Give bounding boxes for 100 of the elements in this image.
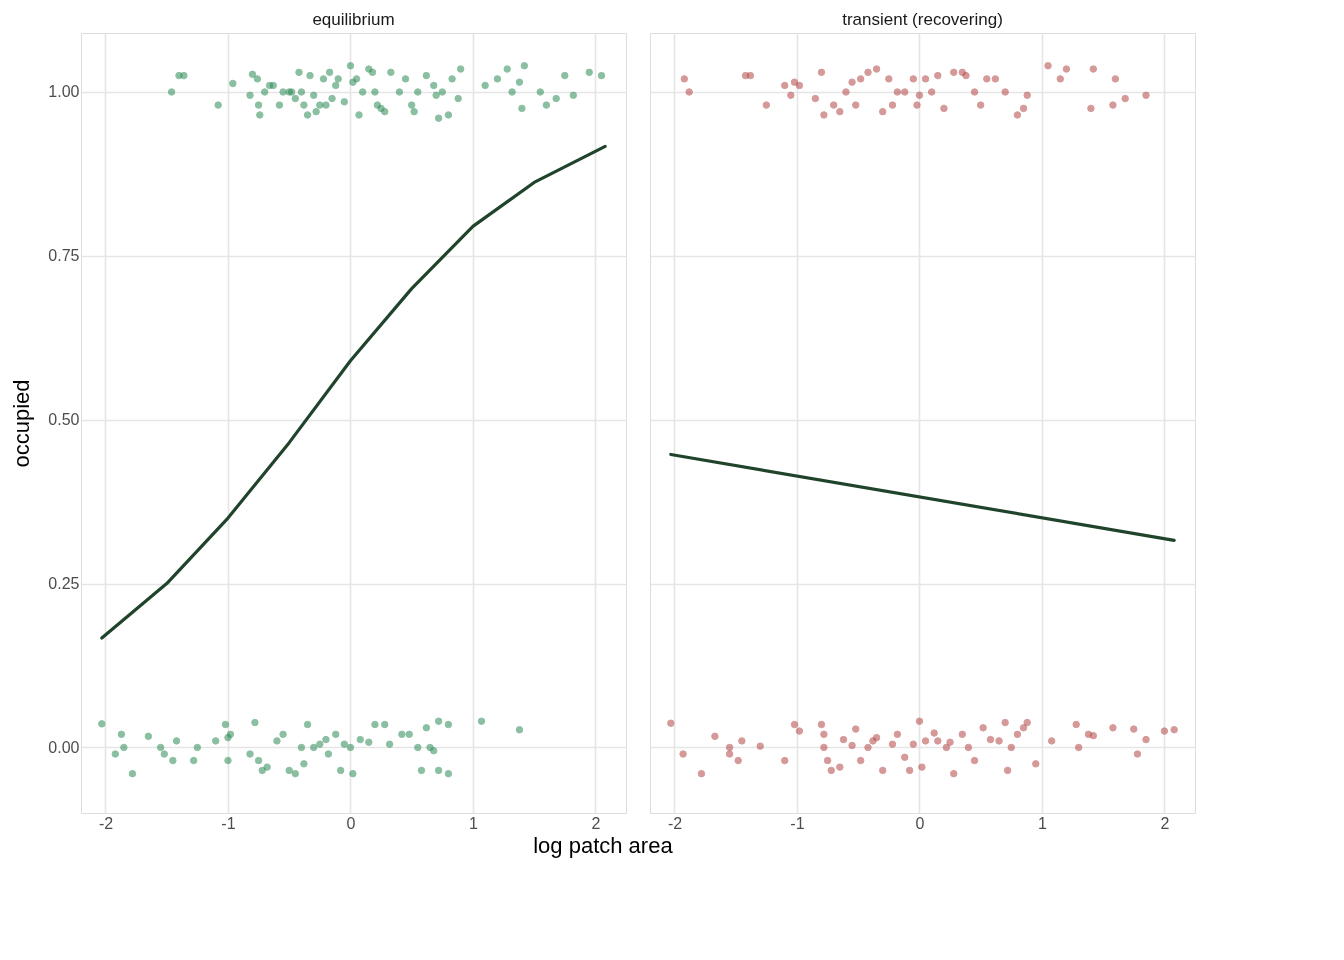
point: [934, 71, 942, 80]
y-tick-label: 0.75: [48, 247, 80, 265]
point: [746, 71, 755, 80]
point: [444, 720, 453, 729]
y-tick-label: 0.25: [48, 575, 80, 593]
point: [263, 763, 271, 771]
x-tick-label: -1: [790, 814, 805, 832]
point: [144, 732, 153, 741]
point: [991, 75, 1000, 83]
point: [820, 111, 828, 119]
point: [429, 747, 438, 755]
point: [246, 750, 254, 758]
point: [279, 730, 287, 739]
point: [316, 740, 324, 748]
point: [1109, 101, 1117, 109]
point: [398, 730, 406, 739]
point: [976, 101, 985, 109]
point: [829, 101, 838, 109]
chart-title: transient (recovering): [842, 10, 1003, 29]
point: [322, 735, 330, 744]
point: [1056, 75, 1065, 83]
point: [915, 91, 924, 99]
point: [193, 743, 202, 752]
point: [300, 760, 308, 768]
point: [365, 738, 373, 746]
point: [795, 81, 804, 90]
point: [872, 65, 881, 73]
point: [160, 750, 169, 758]
point: [949, 68, 958, 77]
point: [221, 720, 230, 729]
point: [888, 101, 897, 109]
point: [422, 724, 431, 732]
point: [1013, 111, 1022, 119]
y-tick-label: 1.00: [48, 83, 80, 101]
point: [878, 107, 887, 116]
point: [324, 750, 333, 758]
y-tick-label: 0.50: [48, 411, 80, 429]
point: [1111, 75, 1120, 83]
point: [1142, 91, 1150, 99]
x-tick-label: -2: [667, 814, 683, 832]
point: [444, 769, 453, 778]
point: [1087, 104, 1095, 113]
point: [477, 717, 486, 725]
point: [434, 717, 443, 725]
point: [921, 75, 930, 83]
point: [156, 743, 165, 752]
point: [780, 81, 789, 90]
point: [856, 75, 865, 83]
point: [172, 737, 181, 745]
point: [1019, 104, 1028, 113]
point: [340, 740, 349, 748]
point: [852, 101, 860, 109]
point: [790, 78, 799, 86]
point: [385, 740, 394, 748]
point: [371, 720, 379, 729]
x-tick-label: 1: [468, 814, 478, 832]
point: [893, 88, 902, 96]
point: [117, 730, 126, 739]
point: [189, 756, 198, 765]
point: [970, 88, 979, 96]
point: [811, 94, 820, 103]
point: [836, 107, 844, 116]
line-series: [100, 144, 607, 640]
point: [169, 756, 177, 765]
x-axis-title: log patch area: [533, 832, 674, 858]
point: [336, 766, 345, 775]
point: [417, 766, 426, 775]
point: [1023, 91, 1031, 99]
x-tick-label: 2: [591, 814, 601, 832]
point: [332, 730, 340, 739]
point: [349, 769, 357, 778]
point: [1001, 88, 1009, 96]
chart-title: equilibrium: [312, 10, 395, 29]
point: [98, 720, 106, 728]
y-tick-label: 0.00: [48, 738, 80, 756]
x-tick-label: 0: [915, 814, 925, 832]
point: [434, 766, 443, 775]
point: [680, 75, 689, 83]
point: [940, 104, 948, 113]
point: [414, 743, 422, 752]
point: [787, 91, 795, 99]
point: [515, 726, 524, 734]
x-tick-label: 1: [1037, 814, 1047, 832]
point: [120, 743, 128, 752]
point: [983, 75, 991, 83]
point: [864, 68, 872, 77]
point: [913, 101, 921, 109]
point: [254, 756, 263, 765]
point: [685, 88, 693, 96]
point: [885, 75, 893, 83]
x-tick-label: -1: [221, 814, 236, 832]
point: [1044, 62, 1052, 70]
point: [251, 718, 259, 727]
point: [309, 743, 318, 752]
point: [405, 730, 413, 739]
point: [285, 766, 293, 775]
point: [273, 737, 281, 745]
point: [291, 769, 300, 778]
point: [901, 88, 909, 96]
point: [303, 720, 312, 729]
